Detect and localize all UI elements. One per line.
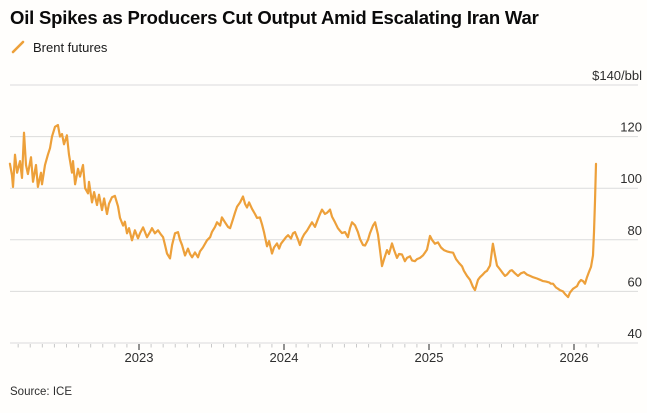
x-tick-label-2025: 2025 xyxy=(415,350,444,365)
y-tick-label-100: 100 xyxy=(620,171,642,186)
y-tick-label-120: 120 xyxy=(620,120,642,135)
chart-title: Oil Spikes as Producers Cut Output Amid … xyxy=(10,7,539,28)
source-note: Source: ICE xyxy=(10,386,72,398)
y-tick-label-140: $140/bbl xyxy=(592,68,642,83)
y-tick-label-60: 60 xyxy=(628,274,642,289)
brent-futures-price-line xyxy=(8,123,598,299)
x-tick-label-2026: 2026 xyxy=(560,350,589,365)
brent-futures-line-swatch-icon xyxy=(11,40,25,54)
legend: Brent futures xyxy=(10,39,107,55)
y-tick-label-40: 40 xyxy=(628,326,642,341)
x-tick-label-2024: 2024 xyxy=(270,350,299,365)
x-tick-label-2023: 2023 xyxy=(125,350,154,365)
y-tick-label-80: 80 xyxy=(628,223,642,238)
legend-label-brent-futures: Brent futures xyxy=(33,39,108,55)
